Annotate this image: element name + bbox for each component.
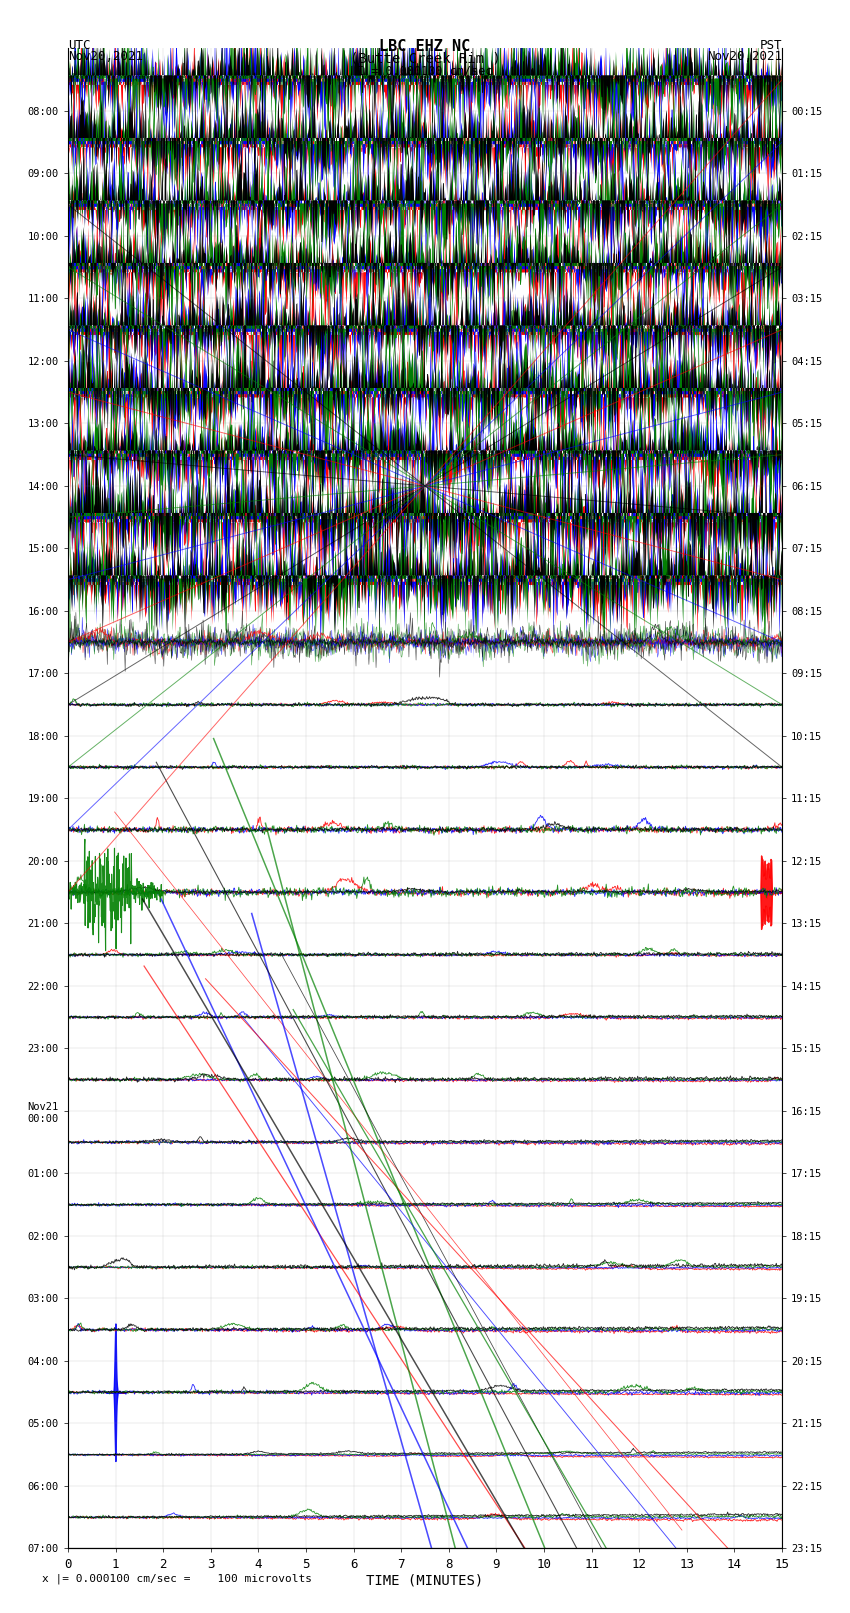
Text: LBC EHZ NC: LBC EHZ NC [379, 39, 471, 53]
Text: I = 0.000100 cm/sec: I = 0.000100 cm/sec [357, 65, 493, 77]
X-axis label: TIME (MINUTES): TIME (MINUTES) [366, 1573, 484, 1587]
Text: x |= 0.000100 cm/sec =    100 microvolts: x |= 0.000100 cm/sec = 100 microvolts [42, 1573, 313, 1584]
Text: (Butte Creek Rim ): (Butte Creek Rim ) [349, 52, 501, 66]
Text: Nov20,2021: Nov20,2021 [68, 50, 143, 63]
Text: PST: PST [760, 39, 782, 52]
Text: Nov20,2021: Nov20,2021 [707, 50, 782, 63]
Text: UTC: UTC [68, 39, 90, 52]
